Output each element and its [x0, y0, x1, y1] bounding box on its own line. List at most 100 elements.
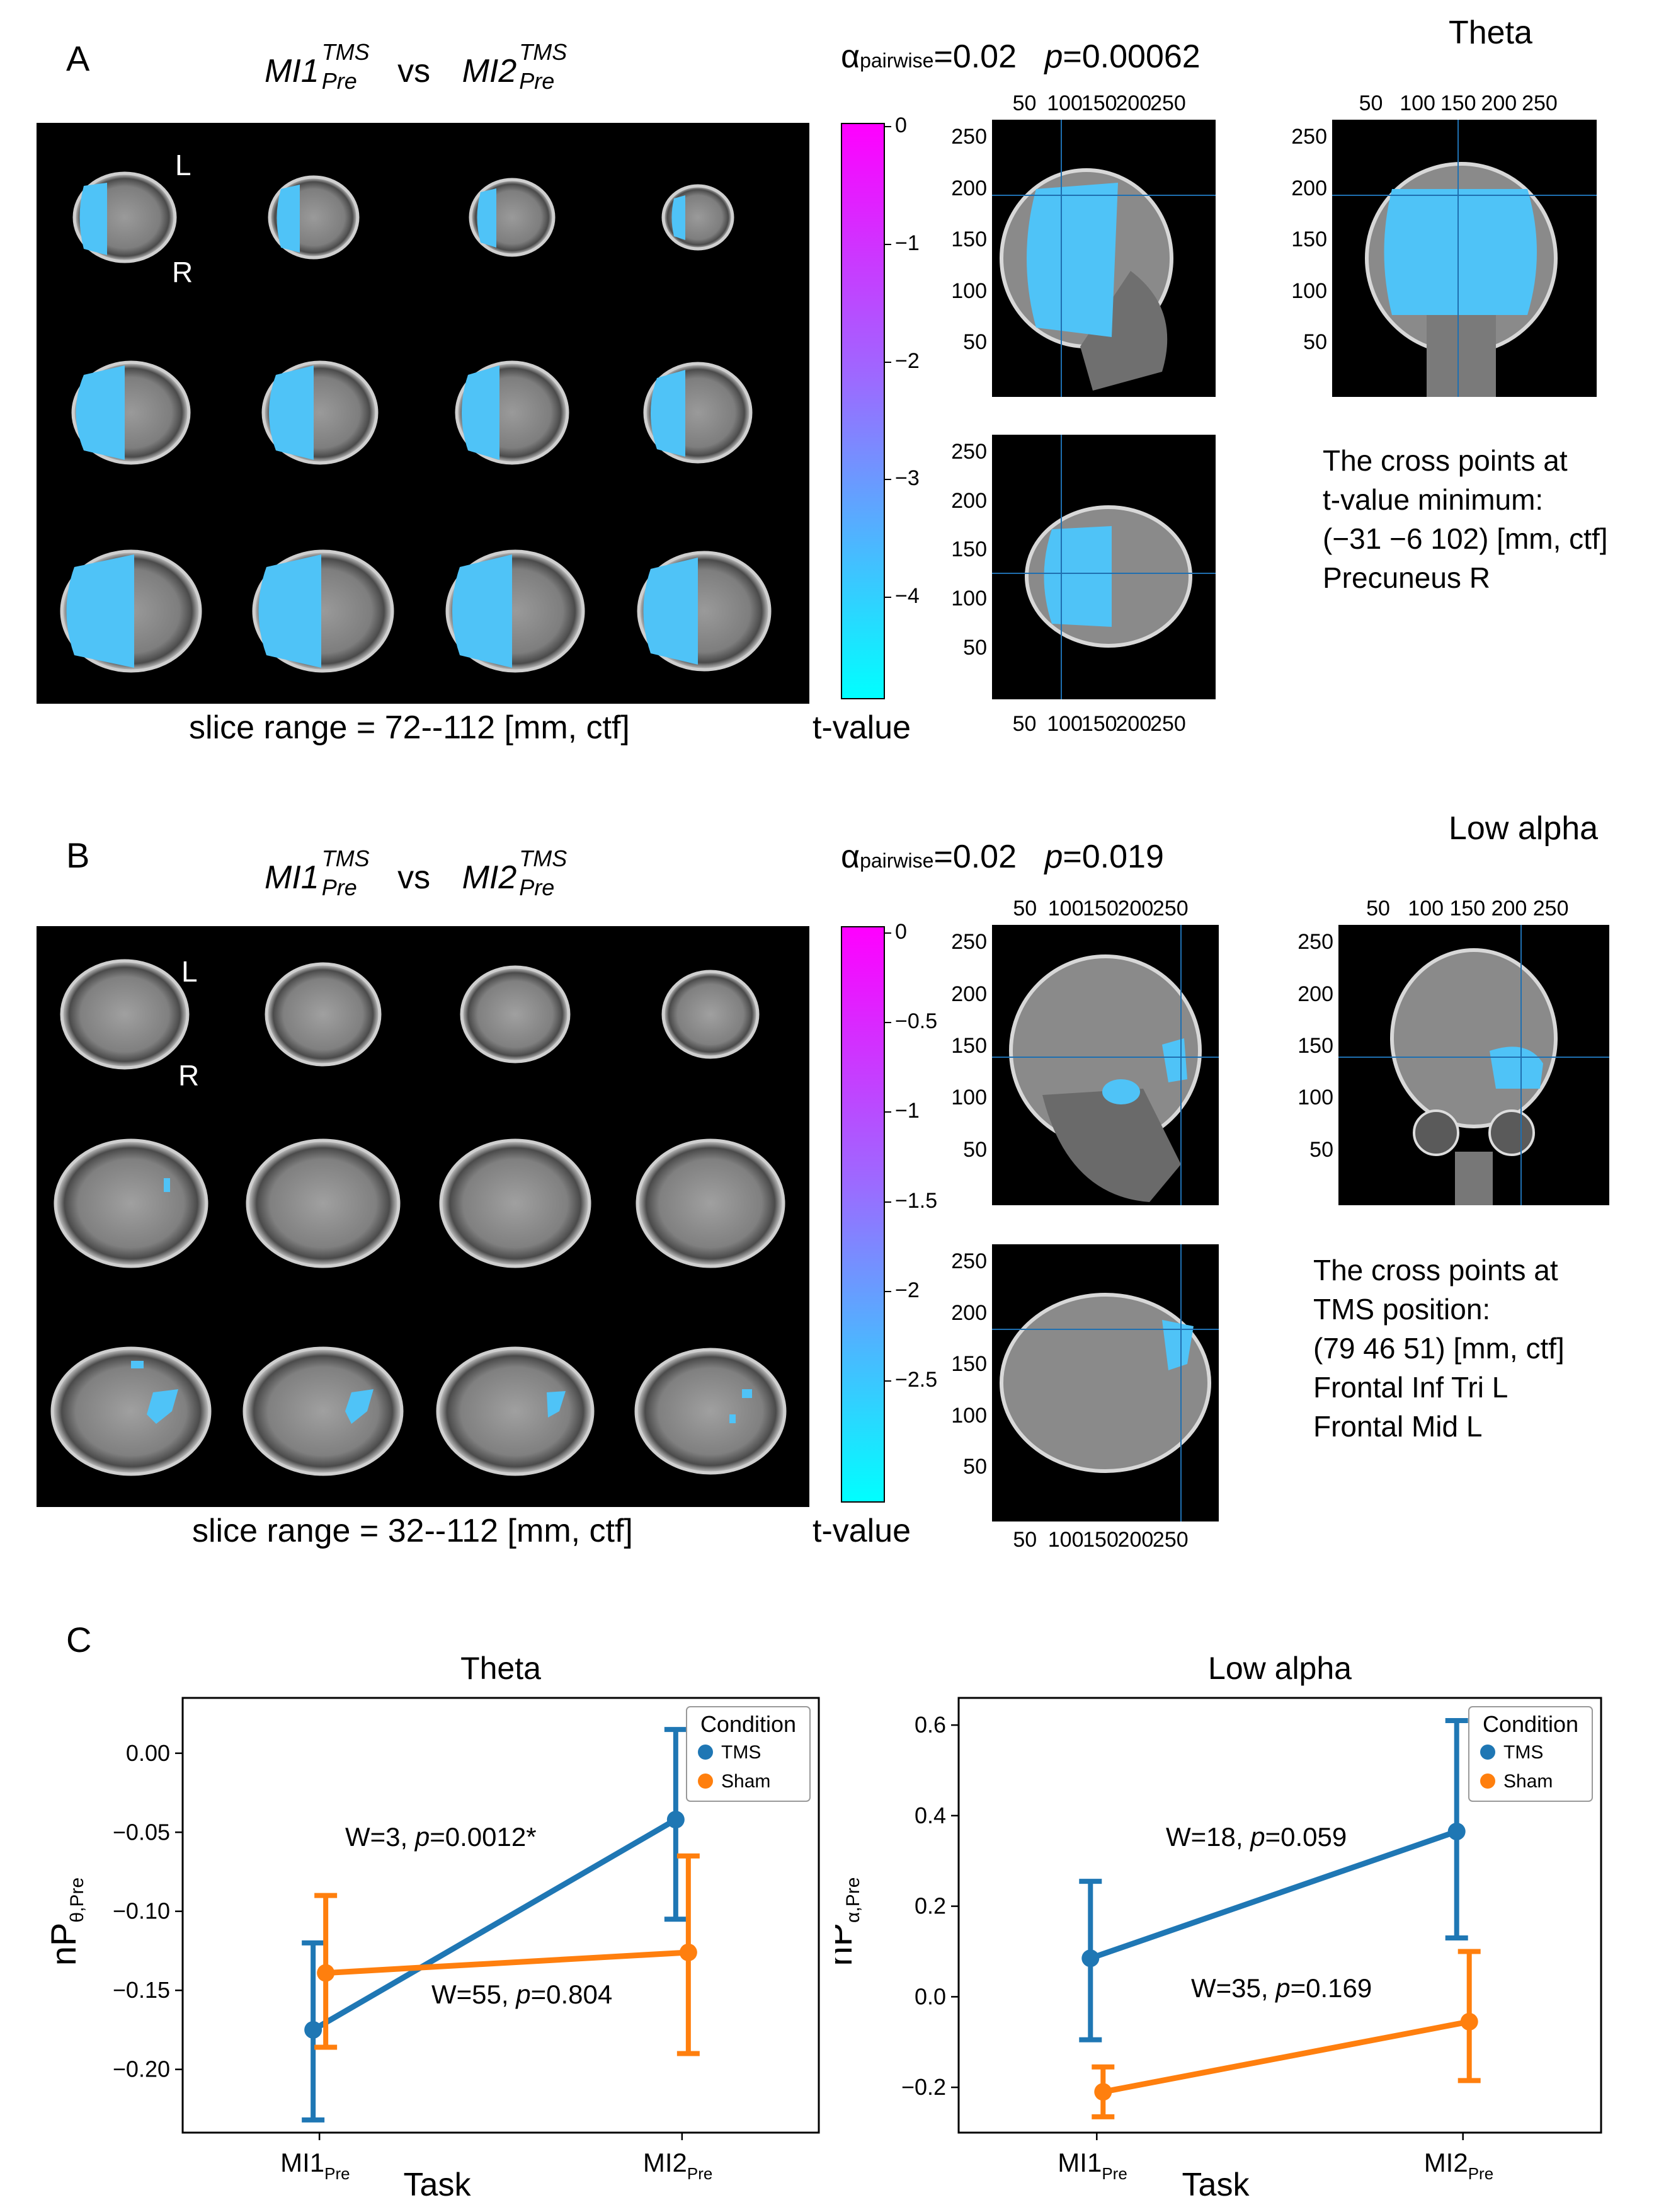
series-line [311, 1817, 678, 2032]
ortho-axis-tick-label: 50 [1366, 897, 1390, 920]
panel-a-band-label: Theta [1449, 14, 1532, 51]
y-tick-label: −0.05 [113, 1819, 170, 1845]
colorbar-tick-mark [885, 126, 891, 127]
ortho-axis-tick-label: 250 [951, 1249, 987, 1274]
ortho-axis-tick-label: 250 [1152, 1528, 1189, 1552]
colorbar-tick-mark [885, 1022, 891, 1024]
colorbar-tick-label: −3 [895, 466, 920, 491]
y-axis-label: nPθ,Pre [43, 1877, 88, 1966]
legend-title: Condition [700, 1711, 796, 1737]
annotation: W=18, p=0.059 [1166, 1822, 1347, 1852]
legend: Condition TMS Sham [686, 1706, 811, 1802]
legend-title: Condition [1483, 1711, 1578, 1737]
slice-a-1-2 [268, 175, 360, 260]
panel-b-axial-slices: L R [37, 926, 809, 1507]
series-sham [314, 1853, 700, 2056]
x-axis-label: Task [404, 2167, 472, 2203]
panel-b-info-line-2: TMS position: [1313, 1293, 1491, 1326]
panel-b-slice-range: slice range = 32--112 [mm, ctf] [192, 1513, 633, 1549]
ortho-axis-tick-label: 200 [951, 176, 987, 200]
colorbar-tick-mark [885, 1290, 891, 1292]
ortho-axis-tick-label: 150 [1291, 227, 1327, 252]
ortho-axis-tick-label: 100 [1408, 897, 1444, 920]
data-point [317, 1964, 335, 1982]
theta-chart: Theta 0.00 −0.05 −0.10 −0.15 −0.20 MI1Pre MI2Pr… [43, 1651, 820, 2203]
slice-b-3-3 [436, 1346, 595, 1476]
x-tick-label: MI1Pre [1058, 2148, 1127, 2183]
legend-entry: Sham [721, 1771, 770, 1792]
panel-b-orientation-left: L [181, 955, 198, 988]
colorbar-tick-mark [885, 1111, 891, 1113]
y-tick-label: 0.2 [915, 1893, 946, 1919]
ortho-axis-tick-label: 50 [1013, 1528, 1037, 1552]
colorbar-tick-label: −1 [895, 231, 920, 255]
ortho-axis-tick-label: 250 [951, 930, 987, 954]
panel-a-axial-slices-svg [60, 171, 772, 673]
annotation: W=55, p=0.804 [431, 1980, 612, 2009]
ortho-axis-tick-label: 150 [951, 1034, 987, 1058]
colorbar-tick-label: −2.5 [895, 1368, 938, 1392]
panel-b-sagittal-view [992, 925, 1219, 1205]
slice-a-2-3 [455, 360, 569, 465]
ortho-axis-tick-label: 150 [1081, 712, 1117, 736]
panel-b-colorbar [841, 926, 885, 1503]
ortho-axis-tick-label: 150 [951, 227, 987, 252]
ortho-axis-tick-label: 200 [951, 982, 987, 1006]
ortho-axis-tick-label: 200 [951, 488, 987, 513]
panel-a-slice-range: slice range = 72--112 [mm, ctf] [189, 709, 630, 746]
panel-b-info-line-5: Frontal Mid L [1313, 1410, 1483, 1443]
slice-b-2-2 [246, 1138, 401, 1268]
x-tick-label: MI2Pre [1424, 2148, 1493, 2183]
plot-frame [957, 1697, 1602, 2134]
slice-b-3-2 [242, 1346, 404, 1476]
ortho-axis-tick-label: 250 [1150, 91, 1186, 115]
colorbar-tick-label: −2 [895, 1278, 920, 1302]
slice-a-1-3 [469, 178, 556, 257]
slice-b-1-1 [60, 959, 190, 1070]
panel-a-info-line-3: (−31 −6 102) [mm, ctf] [1323, 522, 1608, 555]
slice-b-2-4 [636, 1138, 785, 1268]
colorbar-tick-label: −1.5 [895, 1188, 938, 1213]
y-tick-label: −0.15 [113, 1977, 170, 2003]
annotation: W=35, p=0.169 [1191, 1973, 1372, 2003]
low-alpha-chart: Low alpha 0.6 0.4 0.2 0.0 −0.2 MI1Pre MI2Pre Tas… [835, 1651, 1602, 2203]
data-point [1094, 2083, 1112, 2101]
colorbar-tick-label: −0.5 [895, 1009, 938, 1034]
ortho-axis-tick-label: 200 [1291, 176, 1327, 200]
ortho-axis-tick-label: 200 [1481, 91, 1517, 115]
y-tick-label: 0.0 [915, 1983, 946, 2009]
ortho-axis-tick-label: 150 [1081, 91, 1117, 115]
slice-b-2-3 [439, 1138, 591, 1268]
panel-b-stats: αpairwise=0.02 p=0.019 [841, 839, 1164, 875]
slice-a-3-1 [60, 549, 202, 673]
colorbar-tick-label: 0 [895, 113, 907, 137]
ortho-axis-tick-label: 100 [1047, 897, 1084, 920]
colorbar-tick-mark [885, 361, 891, 363]
chart-title: Low alpha [1208, 1651, 1352, 1686]
ortho-axis-tick-label: 250 [1291, 125, 1327, 149]
ortho-axis-tick-label: 50 [963, 1455, 987, 1479]
panel-a-colorbar [841, 123, 885, 699]
legend-marker [1480, 1774, 1495, 1789]
ortho-axis-tick-label: 150 [1440, 91, 1476, 115]
ortho-axis-tick-label: 250 [1532, 897, 1569, 920]
data-point [1460, 2012, 1478, 2031]
series-tms [302, 1727, 687, 2123]
panel-a-orientation-left: L [175, 149, 191, 181]
ortho-axis-tick-label: 200 [1115, 91, 1152, 115]
ortho-axis-tick-label: 250 [951, 439, 987, 464]
slice-a-1-1 [72, 171, 177, 263]
panel-c-letter: C [66, 1620, 92, 1659]
legend: Condition TMS Sham [1468, 1706, 1593, 1802]
slice-b-3-1 [50, 1346, 212, 1476]
ortho-axis-tick-label: 200 [1297, 982, 1333, 1006]
x-axis-label: Task [1182, 2167, 1250, 2203]
panel-b-comparison-title: MI1 TMS Pre vs MI2 TMS Pre [265, 845, 567, 900]
series-sham [1092, 1949, 1481, 2119]
ortho-axis-tick-label: 250 [1297, 930, 1333, 954]
panel-a-info-line-2: t-value minimum: [1323, 483, 1544, 516]
ortho-axis-tick-label: 150 [1083, 1528, 1119, 1552]
annotation: W=3, p=0.0012* [345, 1822, 537, 1852]
data-point [1447, 1823, 1466, 1841]
panel-a-axial-slices: L R [37, 123, 809, 704]
